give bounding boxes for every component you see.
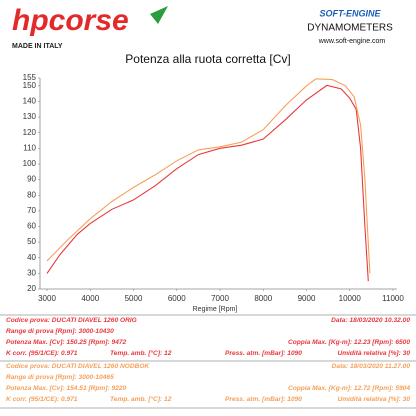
x-tick-label: 4000 (81, 294, 99, 303)
info-text: Range di prova [Rpm]: 3000-10465 (6, 374, 114, 381)
y-tick-label: 70 (27, 206, 36, 215)
y-tick-label: 150 (23, 81, 37, 90)
y-tick-label: 90 (27, 175, 36, 184)
website: www.soft-engine.com (318, 38, 386, 45)
y-tick-label: 80 (27, 190, 36, 199)
y-tick-label: 30 (27, 268, 36, 277)
x-tick-label: 8000 (254, 294, 272, 303)
info-text: Range di prova [Rpm]: 3000-10430 (6, 328, 114, 335)
y-tick-label: 50 (27, 237, 36, 246)
x-tick-label: 9000 (298, 294, 316, 303)
y-tick-label: 140 (23, 97, 37, 106)
y-tick-label: 100 (23, 159, 37, 168)
info-text: Umidità relativa [%]: 30 (337, 350, 410, 357)
info-text: Umidità relativa [%]: 30 (337, 396, 410, 403)
info-text: K corr. (95/1/CE): 0.971 (6, 396, 78, 403)
x-tick-label: 3000 (38, 294, 56, 303)
x-tick-label: 10000 (339, 294, 362, 303)
info-text: Press. atm. [mBar]: 1090 (225, 350, 302, 357)
x-axis-label: Regime [Rpm] (193, 306, 238, 313)
x-tick-label: 6000 (168, 294, 186, 303)
test-info: Codice prova: DUCATI DIAVEL 1260 ORIG Dat… (0, 314, 416, 409)
power-line (46, 78, 371, 274)
brand-logo: hpcorse (12, 4, 129, 37)
x-tick-label: 11000 (382, 294, 404, 303)
chart-title: Potenza alla ruota corretta [Cv] (125, 52, 290, 66)
y-tick-label: 130 (23, 112, 37, 121)
dyno-brand: SOFT-ENGINE (319, 8, 381, 18)
info-text: Coppia Max. [Kg-m]: 12.72 [Rpm]: 5904 (288, 385, 410, 392)
x-tick-label: 7000 (211, 294, 229, 303)
logo-flag (150, 6, 168, 24)
dyno-sub: DYNAMOMETERS (307, 23, 393, 34)
info-text: Data: 18/03/2020 10.32.00 (331, 317, 410, 324)
y-tick-label: 110 (23, 143, 36, 152)
info-text: Temp. amb. [°C]: 12 (110, 395, 172, 403)
y-tick-label: 120 (23, 128, 37, 137)
y-tick-label: 40 (27, 253, 36, 262)
info-text: Temp. amb. [°C]: 12 (110, 349, 172, 357)
info-text: Codice prova: DUCATI DIAVEL 1260 ORIG (6, 317, 137, 324)
info-text: Coppia Max. [Kg-m]: 12.23 [Rpm]: 6500 (288, 339, 410, 346)
info-text: Codice prova: DUCATI DIAVEL 1260 NODBOK (6, 363, 150, 370)
y-tick-label: 155 (23, 73, 37, 82)
info-text: Press. atm. [mBar]: 1090 (225, 396, 302, 403)
power-line (46, 84, 369, 282)
y-tick-label: 20 (27, 284, 36, 293)
made-in: MADE IN ITALY (12, 43, 63, 50)
y-tick-label: 60 (27, 222, 36, 231)
x-tick-label: 5000 (125, 294, 143, 303)
info-text: Data: 18/03/2020 11.27.00 (332, 363, 411, 370)
info-text: K corr. (95/1/CE): 0.971 (6, 350, 78, 357)
info-text: Potenza Max. [Cv]: 150.25 [Rpm]: 9472 (6, 339, 127, 346)
info-text: Potenza Max. [Cv]: 154.51 [Rpm]: 9220 (6, 385, 127, 392)
